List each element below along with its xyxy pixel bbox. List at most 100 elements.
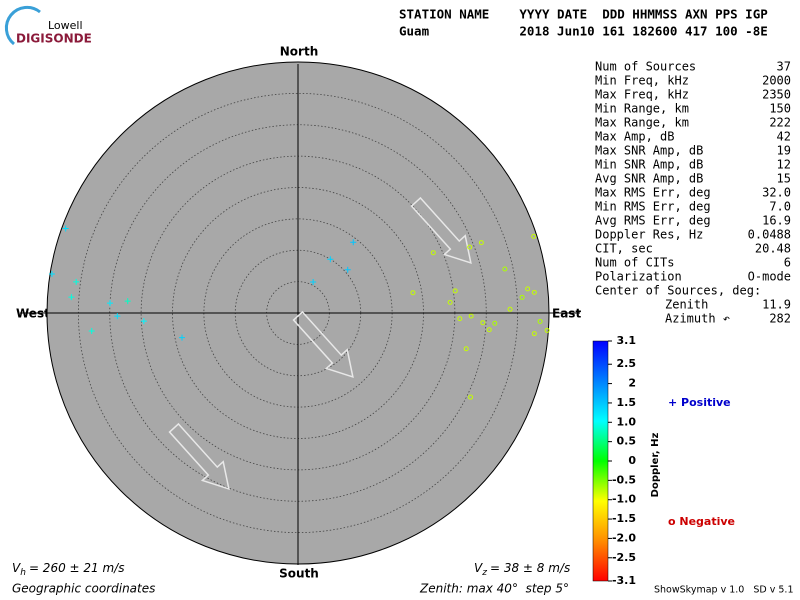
logo-lowell: Lowell [48,19,83,32]
stat-label: Max RMS Err, deg [595,186,711,200]
source-positive [107,300,114,307]
stat-value: 12 [777,158,791,172]
source-negative [486,327,492,333]
vh-value: = 260 ± 21 m/s [29,561,125,575]
vh-symbol: V [12,561,21,575]
stat-label: Avg RMS Err, deg [595,214,711,228]
source-negative [502,266,508,272]
stat-label: Min RMS Err, deg [595,200,711,214]
stat-value: 32.0 [762,186,791,200]
stat-label: CIT, sec [595,242,653,256]
source-positive [68,294,75,301]
source-negative [492,320,498,326]
stat-label: Min Range, km [595,102,689,116]
zenith-text: Zenith: max 40° step 5° [419,582,569,596]
stat-label: Max Amp, dB [595,130,674,144]
center-value: 11.9 [762,298,791,312]
colorbar-tick-label: 2 [628,377,636,390]
colorbar-tick-label: 1.5 [617,396,637,409]
plot-area [20,61,580,565]
source-negative [457,316,463,322]
source-negative [507,306,513,312]
header-values: Guam 2018 Jun10 161 182600 417 100 -8E [399,24,768,39]
source-negative [468,313,474,319]
source-positive [73,278,80,285]
velocity-arrow [168,422,230,491]
stat-value: 0.0488 [748,228,791,242]
velocity-arrow [292,310,354,379]
source-positive [48,271,55,278]
stat-value: 37 [777,60,791,74]
legend-negative: o Negative [668,515,735,528]
source-positive [327,256,334,263]
source-positive [114,313,121,320]
stat-label: Min Freq, kHz [595,74,689,88]
colorbar-tick-label: -2.5 [612,551,636,564]
stat-label: Center of Sources, deg: [595,284,761,298]
stat-value: 15 [777,172,791,186]
colorbar [592,340,609,582]
stat-value: 222 [769,116,791,130]
source-negative [430,250,436,256]
stat-value: O-mode [748,270,791,284]
stat-label: Max Freq, kHz [595,88,689,102]
stat-value: 6 [784,256,791,270]
colorbar-tick-label: 1.0 [617,415,637,428]
stat-label: Max Range, km [595,116,689,130]
vz-value: = 38 ± 8 m/s [490,561,570,575]
source-negative [478,240,484,246]
dir-north: North [280,45,318,59]
center-value: 282 [769,312,791,326]
legend-positive: + Positive [668,396,731,409]
colorbar-tick-label: 0.5 [617,435,637,448]
stat-label: Num of CITs [595,256,674,270]
center-label: Azimuth ↶ [665,312,730,326]
vh-sub: h [20,568,26,578]
source-positive [124,298,131,305]
source-positive [350,239,357,246]
colorbar-tick-label: 3.1 [617,334,637,347]
source-positive [62,225,69,232]
velocity-arrow [410,196,472,265]
stat-label: Min SNR Amp, dB [595,158,703,172]
source-negative [531,233,537,239]
stat-label: Avg SNR Amp, dB [595,172,703,186]
vz-symbol: V [474,561,483,575]
source-negative [410,290,416,296]
colorbar-tick-label: -1.0 [612,493,636,506]
source-negative [447,299,453,305]
colorbar-tick-label: -2.0 [612,531,636,544]
stat-value: 2350 [762,88,791,102]
colorbar-tick-label: -3.1 [612,574,636,587]
source-negative [519,294,525,300]
source-positive [140,318,147,325]
stat-label: Num of Sources [595,60,696,74]
stat-label: Max SNR Amp, dB [595,144,703,158]
source-negative [525,286,531,292]
source-positive [178,334,185,341]
source-negative [468,394,474,400]
colorbar-title: Doppler, Hz [650,433,661,498]
source-negative [452,288,458,294]
coord-text: Geographic coordinates [12,582,155,596]
stat-value: 20.48 [755,242,791,256]
stat-value: 7.0 [769,200,791,214]
stat-label: Doppler Res, Hz [595,228,703,242]
source-negative [544,327,550,333]
stat-value: 19 [777,144,791,158]
source-negative [480,320,486,326]
colorbar-tick-label: 2.5 [617,357,637,370]
stat-value: 150 [769,102,791,116]
source-negative [467,244,473,250]
colorbar-tick-label: -0.5 [612,473,636,486]
stat-value: 16.9 [762,214,791,228]
colorbar-tick-label: 0 [628,454,636,467]
header-labels: STATION NAME YYYY DATE DDD HHMMSS AXN PP… [399,7,768,22]
source-negative [531,331,537,337]
source-positive [310,278,317,285]
vz-text: Vz = 38 ± 8 m/s [474,561,570,578]
logo-arc [4,5,41,46]
center-label: Zenith [665,298,708,312]
